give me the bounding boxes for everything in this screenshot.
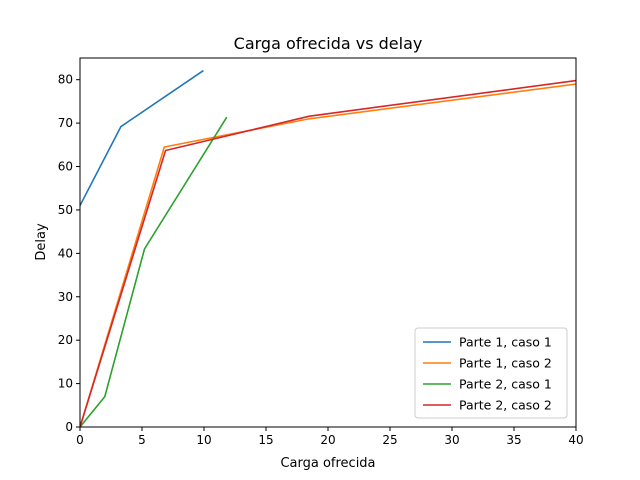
x-tick-label: 0 xyxy=(76,433,84,447)
y-tick-label: 20 xyxy=(58,333,73,347)
x-tick-label: 25 xyxy=(382,433,397,447)
x-tick-label: 10 xyxy=(196,433,211,447)
y-tick-label: 80 xyxy=(58,73,73,87)
x-tick-label: 35 xyxy=(506,433,521,447)
x-axis-ticks: 0 5 10 15 20 25 30 35 40 xyxy=(76,427,584,447)
y-axis-ticks: 0 10 20 30 40 50 60 70 80 xyxy=(58,73,80,434)
series-line-1 xyxy=(80,69,204,207)
y-axis-label: Delay xyxy=(34,223,49,261)
y-tick-label: 60 xyxy=(58,160,73,174)
series-line-4 xyxy=(80,79,576,427)
y-tick-label: 50 xyxy=(58,203,73,217)
legend-label: Parte 1, caso 1 xyxy=(459,335,552,350)
y-tick-label: 70 xyxy=(58,116,73,130)
legend: Parte 1, caso 1 Parte 1, caso 2 Parte 2, c… xyxy=(414,327,568,419)
legend-box xyxy=(414,327,568,419)
chart-title: Carga ofrecida vs delay xyxy=(234,34,423,53)
x-tick-label: 30 xyxy=(444,433,459,447)
y-tick-label: 40 xyxy=(58,246,73,260)
x-tick-label: 5 xyxy=(138,433,146,447)
plot-lines xyxy=(80,69,576,427)
y-tick-label: 0 xyxy=(65,420,73,434)
legend-label: Parte 2, caso 1 xyxy=(459,377,552,392)
x-tick-label: 20 xyxy=(320,433,335,447)
y-tick-label: 30 xyxy=(58,290,73,304)
y-tick-label: 10 xyxy=(58,377,73,391)
x-axis-label: Carga ofrecida xyxy=(280,456,375,471)
x-tick-label: 40 xyxy=(568,433,583,447)
legend-label: Parte 2, caso 2 xyxy=(459,398,552,413)
legend-label: Parte 1, caso 2 xyxy=(459,356,552,371)
series-line-3 xyxy=(80,116,228,427)
x-tick-label: 15 xyxy=(258,433,273,447)
